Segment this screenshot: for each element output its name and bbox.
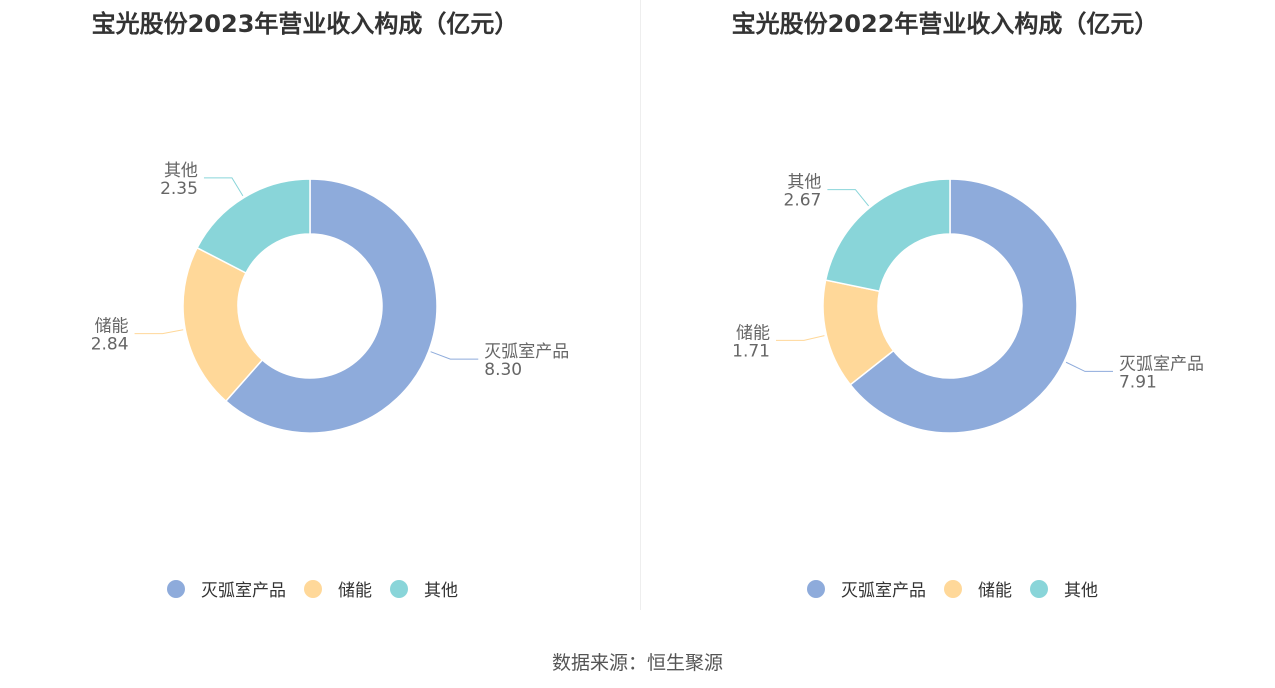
legend-item[interactable]: 灭弧室产品: [807, 576, 926, 601]
legend-label: 其他: [424, 581, 458, 601]
legend-dot-icon: [807, 579, 825, 598]
legend-label: 储能: [978, 581, 1012, 601]
leader-line: [134, 329, 184, 335]
slice-value-label: 2.35: [160, 179, 198, 199]
legend-label: 其他: [1064, 581, 1098, 601]
leader-line: [203, 177, 244, 197]
legend-dot-icon: [167, 579, 185, 598]
slice-label: 灭弧室产品: [484, 342, 569, 362]
chart-title: 宝光股份2023年营业收入构成（亿元）: [91, 10, 519, 38]
legend-item[interactable]: 储能: [304, 576, 372, 601]
leader-line: [827, 189, 870, 207]
legend-item[interactable]: 其他: [1030, 576, 1098, 601]
slice-value-label: 7.91: [1119, 372, 1157, 392]
slice-value-label: 2.67: [784, 191, 822, 211]
chart-title: 宝光股份2022年营业收入构成（亿元）: [731, 10, 1159, 38]
chart-panel-2022: 宝光股份2022年营业收入构成（亿元） 灭弧室产品 7.91 储能 1.71 其他 2.6…: [640, 0, 1275, 620]
legend-dot-icon: [304, 579, 322, 598]
slice-value-label: 2.84: [91, 335, 129, 355]
legend-dot-icon: [944, 579, 962, 598]
slice-value-label: 8.30: [484, 360, 522, 380]
leader-line: [1065, 361, 1113, 372]
legend-item[interactable]: 储能: [944, 576, 1012, 601]
slice-label: 灭弧室产品: [1119, 354, 1204, 374]
legend: 灭弧室产品 储能 其他: [640, 576, 1265, 601]
legend-dot-icon: [1030, 579, 1048, 598]
legend-dot-icon: [390, 579, 408, 598]
donut-slice[interactable]: [224, 178, 438, 434]
leader-line: [430, 351, 479, 360]
slice-value-label: 1.71: [732, 341, 770, 361]
slice-label: 其他: [787, 173, 821, 193]
data-source: 数据来源：恒生聚源: [551, 652, 723, 674]
legend-item[interactable]: 其他: [390, 576, 458, 601]
panel-divider: [640, 0, 641, 610]
slice-label: 储能: [736, 323, 770, 343]
legend-label: 储能: [338, 581, 372, 601]
legend-label: 灭弧室产品: [841, 581, 926, 601]
chart-panel-2023: 宝光股份2023年营业收入构成（亿元） 灭弧室产品 8.30 储能 2.84 其他 2.3…: [0, 0, 637, 620]
donut-slice[interactable]: [824, 178, 951, 293]
legend-item[interactable]: 灭弧室产品: [167, 576, 286, 601]
legend-label: 灭弧室产品: [201, 581, 286, 601]
slice-label: 其他: [164, 161, 198, 181]
leader-line: [775, 335, 825, 341]
slice-label: 储能: [95, 317, 129, 337]
donut-slice[interactable]: [196, 178, 311, 275]
legend: 灭弧室产品 储能 其他: [0, 576, 625, 601]
donut-slice[interactable]: [849, 178, 1078, 434]
